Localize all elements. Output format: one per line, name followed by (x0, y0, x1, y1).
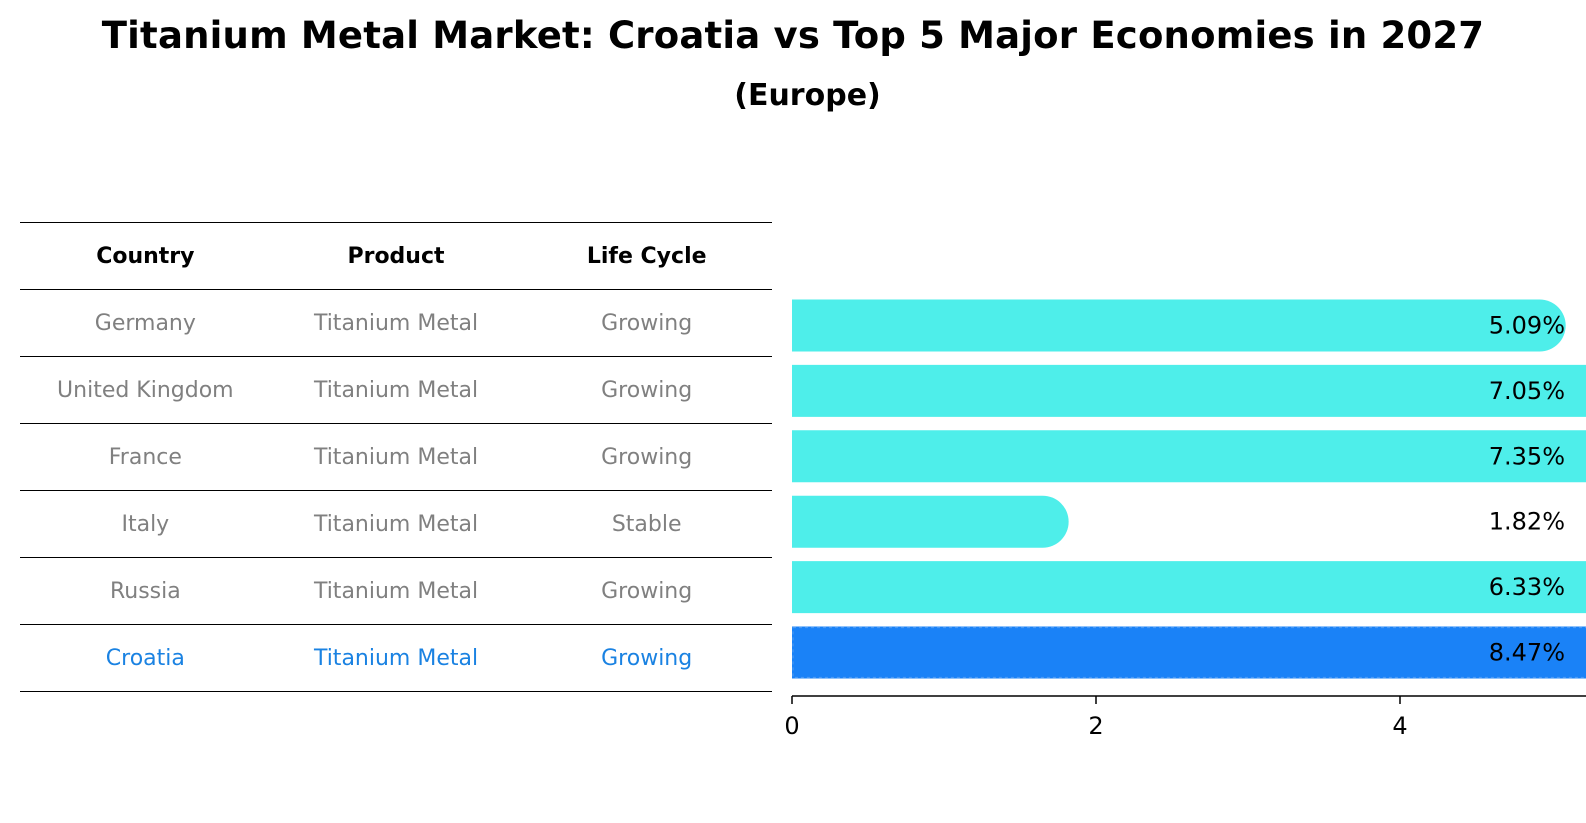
cell-product: Titanium Metal (313, 578, 479, 604)
cell-country: United Kingdom (57, 377, 234, 403)
data-table: Country Product Life Cycle Germany Titan… (20, 222, 772, 692)
cell-product: Titanium Metal (313, 511, 479, 537)
table-row: United Kingdom Titanium Metal Growing (20, 357, 772, 424)
header-product: Product (347, 243, 445, 269)
bar-highlight-outline (792, 626, 1586, 679)
header-life-cycle: Life Cycle (586, 243, 707, 269)
cell-country: Russia (109, 578, 181, 604)
cell-country: Croatia (105, 645, 185, 671)
bar-italy (792, 495, 1069, 548)
cell-life-cycle: Growing (601, 377, 693, 403)
bar-russia (792, 561, 1586, 614)
bar-value-label: 8.47% (1489, 639, 1565, 667)
cell-product: Titanium Metal (313, 645, 479, 671)
x-tick-label: 0 (784, 712, 799, 740)
bar-france (792, 430, 1586, 483)
cell-life-cycle: Growing (601, 444, 693, 470)
table-row-highlighted: Croatia Titanium Metal Growing (20, 625, 772, 692)
table-row: France Titanium Metal Growing (20, 424, 772, 491)
chart-subtitle: (Europe) (734, 78, 881, 113)
bar-germany (792, 299, 1566, 352)
table-header-row: Country Product Life Cycle (20, 222, 772, 290)
bar-value-label: 1.82% (1489, 508, 1565, 536)
cell-country: France (108, 444, 182, 470)
bar-croatia (792, 626, 1586, 679)
bar-value-label: 7.35% (1489, 442, 1565, 470)
table-row: Germany Titanium Metal Growing (20, 290, 772, 357)
header-country: Country (96, 243, 195, 269)
table-row: Italy Titanium Metal Stable (20, 491, 772, 558)
cell-country: Italy (121, 511, 170, 537)
cell-product: Titanium Metal (313, 444, 479, 470)
table-row: Russia Titanium Metal Growing (20, 558, 772, 625)
bar-united-kingdom (792, 364, 1586, 417)
cell-country: Germany (94, 310, 196, 336)
cell-life-cycle: Growing (601, 310, 693, 336)
cell-life-cycle: Growing (601, 645, 693, 671)
cell-life-cycle: Stable (611, 511, 682, 537)
cell-life-cycle: Growing (601, 578, 693, 604)
cell-product: Titanium Metal (313, 377, 479, 403)
bar-value-label: 6.33% (1489, 573, 1565, 601)
x-tick-label: 2 (1088, 712, 1103, 740)
x-tick-label: 4 (1392, 712, 1407, 740)
cell-product: Titanium Metal (313, 310, 479, 336)
chart-title: Titanium Metal Market: Croatia vs Top 5 … (101, 14, 1485, 57)
bar-value-label: 5.09% (1489, 312, 1565, 340)
bar-value-label: 7.05% (1489, 377, 1565, 405)
